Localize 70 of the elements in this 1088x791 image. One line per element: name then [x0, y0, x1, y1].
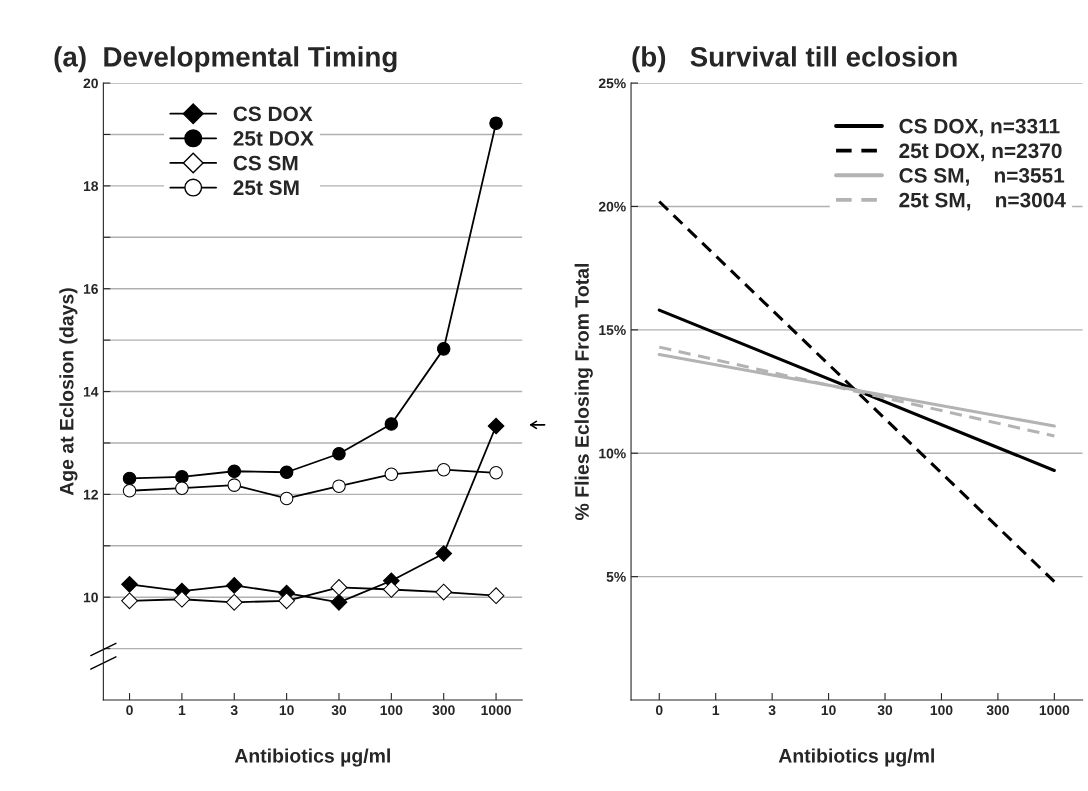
legend-label: 25t SM, n=3004: [899, 192, 1066, 211]
y-axis-title: % Flies Eclosing From Total: [574, 263, 593, 520]
y-tick-label: 5%: [606, 572, 626, 582]
y-tick-label: 20%: [598, 201, 626, 212]
x-tick-label: 10: [279, 705, 294, 716]
x-tick-label: 100: [380, 705, 403, 716]
y-tick-label: 14: [83, 387, 99, 397]
point: [382, 581, 400, 598]
x-tick-label: 1000: [1039, 705, 1070, 716]
x-tick-label: 0: [126, 705, 133, 716]
point: [435, 583, 453, 601]
point: [330, 593, 348, 611]
point: [122, 484, 137, 498]
y-tick-label: 18: [83, 181, 99, 192]
point: [227, 478, 242, 492]
x-axis-title: Antibiotics µg/ml: [778, 748, 934, 767]
point: [225, 577, 243, 594]
y-tick-label: 16: [83, 284, 98, 294]
legend-label: 25t DOX, n=2370: [899, 143, 1062, 162]
point: [435, 545, 453, 562]
x-tick-label: 30: [877, 705, 893, 716]
x-tick-label: 0: [655, 705, 663, 716]
y-tick-label: 20: [83, 78, 98, 89]
point: [225, 593, 243, 611]
x-tick-label: 100: [930, 705, 953, 716]
x-tick-label: 1000: [481, 705, 511, 716]
x-tick-label: 3: [768, 705, 776, 716]
point: [121, 575, 138, 593]
chart-title: (a) Developmental Timing: [54, 46, 397, 73]
legend-label: 25t SM: [233, 180, 299, 196]
y-tick-label: 10%: [599, 448, 626, 459]
point: [332, 446, 346, 461]
y-tick-label: 10: [83, 592, 98, 603]
point: [332, 479, 346, 493]
point: [121, 592, 138, 610]
y-tick-label: 25%: [598, 78, 626, 89]
legend-label: 25t DOX: [233, 131, 314, 146]
legend-label: CS SM, n=3551: [899, 168, 1065, 186]
y-tick-label: 12: [83, 489, 98, 500]
point: [175, 470, 189, 484]
x-tick-label: 300: [986, 705, 1009, 716]
point: [384, 467, 399, 482]
legend-label: CS DOX: [233, 106, 313, 122]
point: [173, 590, 191, 608]
legend-label: CS DOX, n=3311: [899, 118, 1060, 137]
point: [489, 466, 503, 480]
point: [175, 481, 189, 495]
point: [279, 491, 294, 506]
point: [227, 464, 242, 479]
point: [279, 465, 294, 480]
chart-title: (b) Survival till eclosion: [632, 46, 957, 73]
point: [122, 471, 137, 486]
y-axis-title: Age at Eclosion (days): [59, 288, 78, 496]
point: [487, 417, 505, 435]
legend-label: CS SM: [233, 155, 298, 171]
point: [384, 417, 399, 431]
x-tick-label: 10: [821, 705, 836, 716]
x-tick-label: 1: [712, 705, 720, 715]
point: [330, 579, 348, 596]
x-tick-label: 30: [331, 705, 347, 716]
point: [489, 116, 503, 130]
x-axis-title: Antibiotics µg/ml: [234, 748, 390, 767]
x-tick-label: 1: [178, 705, 186, 715]
point: [278, 592, 295, 610]
point: [487, 587, 505, 605]
y-tick-label: 15%: [599, 325, 626, 336]
x-tick-label: 3: [230, 705, 238, 716]
point: [436, 342, 451, 356]
point: [436, 462, 451, 477]
x-tick-label: 300: [432, 705, 455, 716]
